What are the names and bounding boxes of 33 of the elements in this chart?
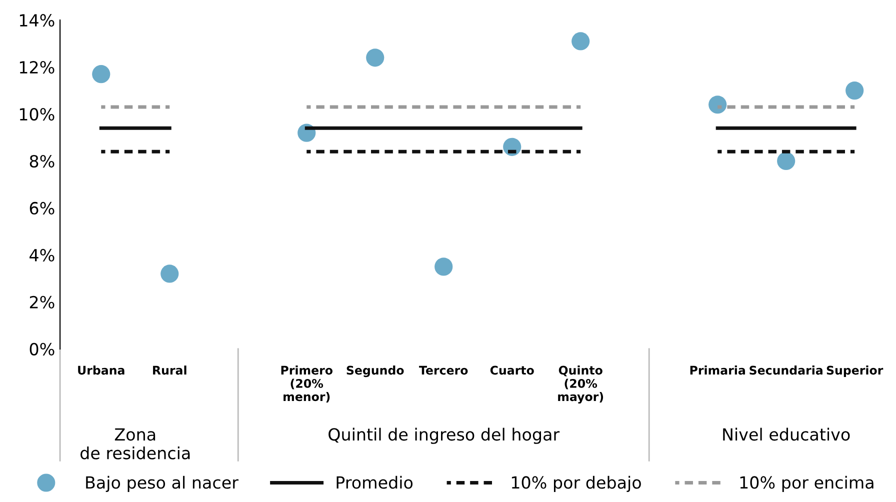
x-tick-label: Secundaria <box>750 366 822 375</box>
y-tick-label: 2% <box>30 296 54 308</box>
x-tick-label: Primaria <box>690 366 745 375</box>
y-tick-label: 10% <box>20 108 54 121</box>
x-tick-label: Superior <box>826 366 884 377</box>
y-tick-label: 0% <box>30 342 54 356</box>
point <box>572 32 590 50</box>
point <box>846 81 864 100</box>
y-tick-label: 8% <box>30 154 54 168</box>
point <box>434 258 453 276</box>
x-tick-label: Tercero <box>419 366 468 375</box>
legend-label: Bajo peso al nacer <box>86 476 238 492</box>
x-tick-label: Urbana <box>78 366 124 375</box>
point <box>777 152 796 170</box>
y-tick-label: 12% <box>20 61 54 74</box>
x-tick-label: Quinto (20% mayor) <box>558 366 604 404</box>
point <box>366 48 384 67</box>
x-tick-label: Segundo <box>346 366 404 378</box>
x-tick-label: Cuarto <box>490 366 534 375</box>
x-tick-label: Rural <box>153 366 186 375</box>
text: Nivel educativo <box>723 428 850 441</box>
point <box>708 96 727 114</box>
x-tick-label: Primero (20% menor) <box>281 366 332 403</box>
point <box>92 65 110 84</box>
legend-label: Promedio <box>336 476 413 489</box>
point <box>160 264 179 283</box>
legend-label: 10% por debajo <box>512 476 641 492</box>
text: Quintil de ingreso del hogar <box>328 428 560 444</box>
text: Zona de residencia <box>80 428 190 460</box>
y-tick-label: 14% <box>20 14 54 27</box>
legend-label: 10% por encima <box>740 476 874 492</box>
y-tick-label: 4% <box>30 248 54 262</box>
y-tick-label: 6% <box>30 202 54 215</box>
